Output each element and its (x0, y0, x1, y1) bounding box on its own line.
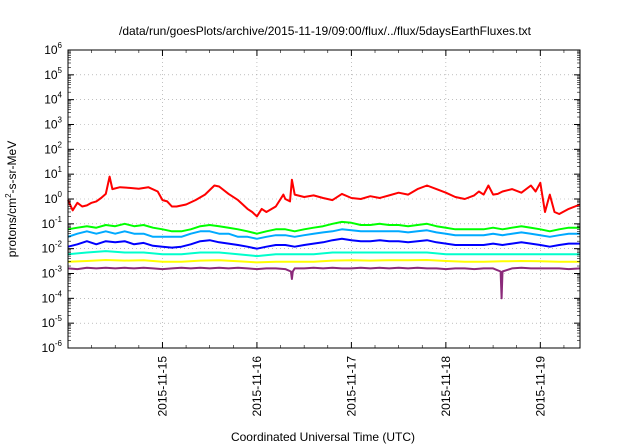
x-tick-label: 2015-11-15 (155, 356, 169, 417)
y-tick-label: 103 (44, 116, 62, 132)
series-line-3 (67, 228, 580, 240)
y-axis-title-base: protons/cm (5, 198, 19, 257)
series-line-5 (67, 250, 580, 258)
y-tick-label: 10-1 (42, 215, 63, 231)
y-axis-title: protons/cm2-s-sr-MeV (4, 141, 19, 257)
series-line-7 (67, 266, 581, 300)
x-axis: 2015-11-15 2015-11-16 2015-11-17 2015-11-18… (91, 50, 565, 417)
x-tick-label: 2015-11-17 (344, 356, 358, 417)
x-tick-label: 2015-11-19 (533, 356, 547, 417)
x-axis-title: Coordinated Universal Time (UTC) (231, 430, 415, 444)
y-tick-label: 10-2 (42, 240, 63, 256)
y-tick-label: 10-6 (42, 339, 63, 355)
y-tick-label: 100 (44, 190, 62, 206)
y-tick-label: 104 (44, 91, 62, 107)
y-tick-label: 10-4 (42, 289, 63, 305)
series-line-1 (67, 175, 581, 218)
chart-title: /data/run/goesPlots/archive/2015-11-19/0… (119, 24, 532, 38)
series-line-2 (67, 220, 580, 235)
x-tick-label: 2015-11-16 (250, 356, 264, 417)
y-axis-title-rest: -s-sr-MeV (5, 141, 19, 194)
y-axis: 10-6 10-5 10-4 10-3 10-2 10-1 100 101 102 103 104 1… (42, 41, 580, 355)
y-tick-label: 101 (44, 165, 62, 181)
y-tick-label: 105 (44, 66, 62, 82)
x-tick-label: 2015-11-18 (439, 356, 453, 417)
y-tick-label: 102 (44, 140, 62, 156)
series-group (67, 175, 581, 300)
y-tick-label: 10-5 (42, 314, 63, 330)
y-tick-label: 106 (44, 41, 62, 57)
y-axis-title-sup: 2 (4, 193, 13, 198)
series-line-6 (67, 259, 580, 264)
series-line-4 (67, 237, 580, 250)
y-tick-label: 10-3 (42, 265, 63, 281)
